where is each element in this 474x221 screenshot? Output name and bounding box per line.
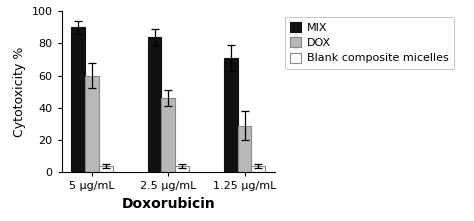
- Bar: [148, 37, 162, 172]
- X-axis label: Doxorubicin: Doxorubicin: [121, 197, 215, 211]
- Y-axis label: Cytotoxicity %: Cytotoxicity %: [13, 47, 26, 137]
- Bar: [162, 98, 175, 172]
- Bar: [238, 126, 252, 172]
- Bar: [99, 166, 112, 172]
- Bar: [224, 58, 238, 172]
- Bar: [85, 76, 99, 172]
- Legend: MIX, DOX, Blank composite micelles: MIX, DOX, Blank composite micelles: [285, 17, 454, 69]
- Bar: [175, 166, 189, 172]
- Bar: [252, 166, 265, 172]
- Bar: [71, 27, 85, 172]
